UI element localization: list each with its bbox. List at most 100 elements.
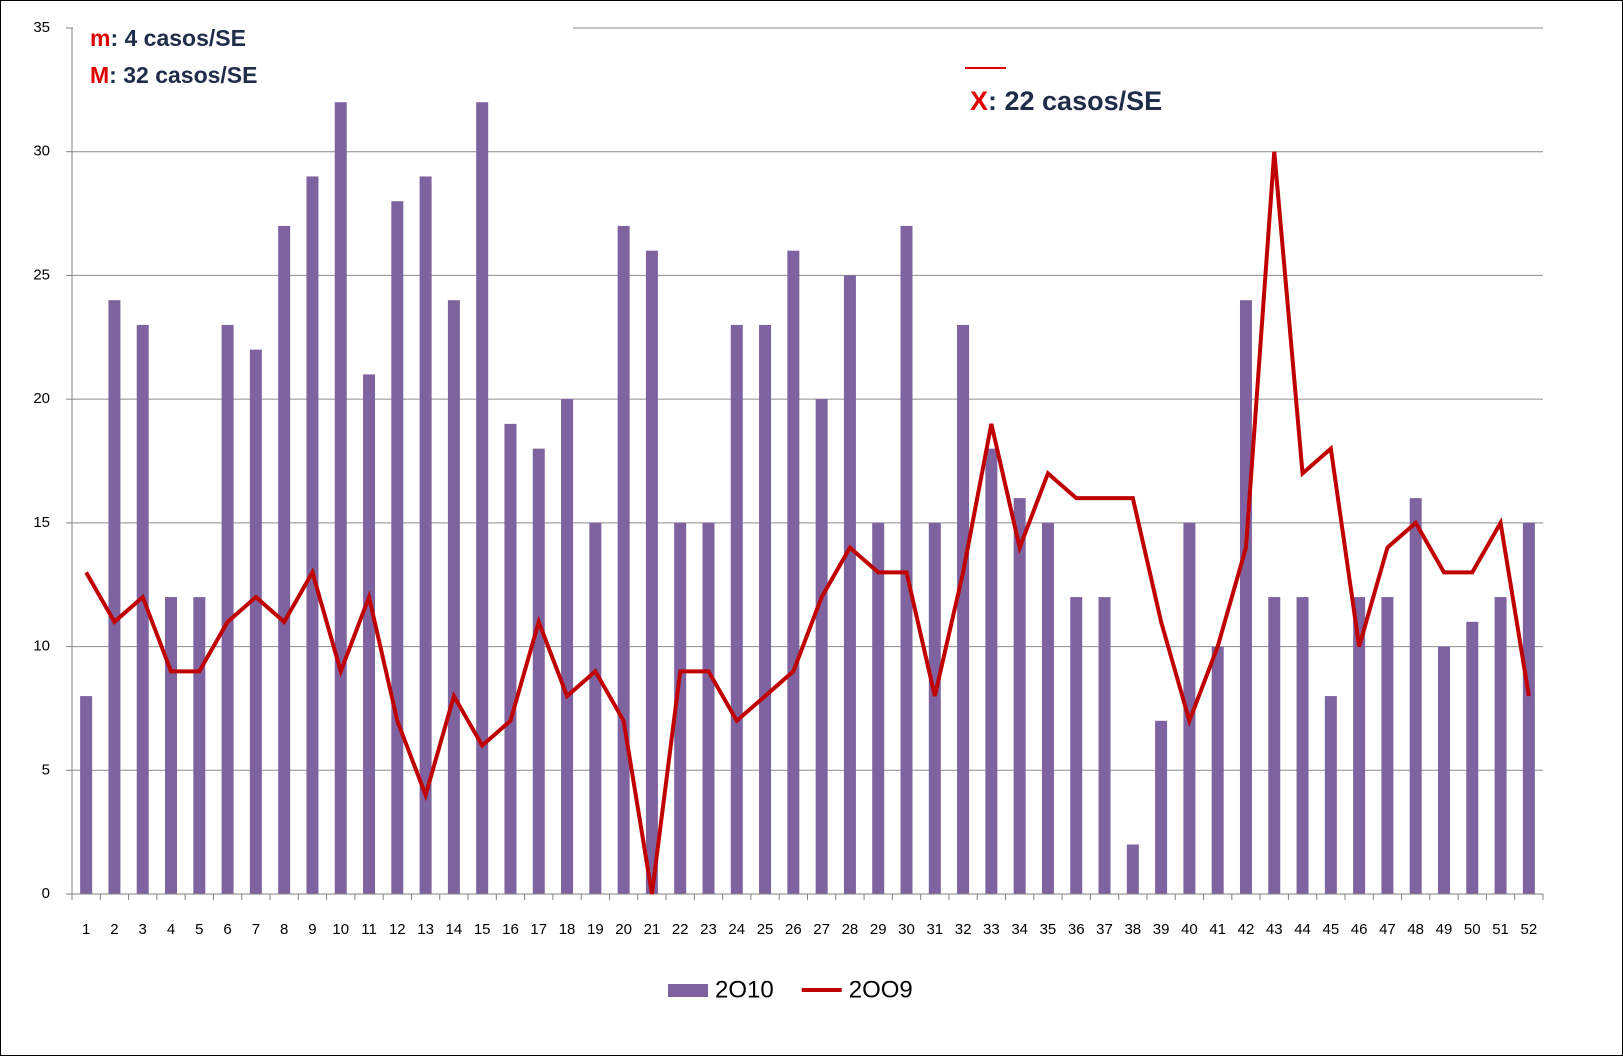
x-tick-label: 7 bbox=[252, 921, 260, 938]
bar bbox=[985, 448, 998, 894]
y-tick-label: 30 bbox=[33, 143, 50, 160]
annotation-box bbox=[73, 20, 573, 102]
legend-label: 2OO9 bbox=[849, 976, 913, 1003]
bar bbox=[1522, 522, 1535, 894]
bar bbox=[1409, 498, 1422, 894]
annotation-symbol: m bbox=[90, 25, 110, 51]
x-tick-label: 16 bbox=[502, 921, 519, 938]
x-tick-label: 31 bbox=[926, 921, 943, 938]
x-tick-label: 46 bbox=[1351, 921, 1368, 938]
bar bbox=[1466, 621, 1479, 894]
bar bbox=[136, 324, 149, 894]
x-tick-label: 2 bbox=[110, 921, 118, 938]
bar bbox=[843, 275, 856, 894]
x-tick-label: 41 bbox=[1209, 921, 1226, 938]
bar bbox=[165, 597, 178, 894]
x-tick-label: 12 bbox=[389, 921, 406, 938]
y-tick-label: 35 bbox=[33, 19, 50, 36]
bar bbox=[419, 176, 432, 894]
x-tick-label: 5 bbox=[195, 921, 203, 938]
bar bbox=[1070, 597, 1083, 894]
bar bbox=[306, 176, 319, 894]
bar bbox=[221, 324, 234, 894]
bar bbox=[1126, 844, 1139, 894]
bar bbox=[447, 300, 460, 895]
x-tick-label: 33 bbox=[983, 921, 1000, 938]
x-tick-label: 10 bbox=[332, 921, 349, 938]
bar bbox=[108, 300, 121, 895]
bar bbox=[532, 448, 545, 894]
x-tick-label: 17 bbox=[530, 921, 547, 938]
y-tick-label: 10 bbox=[33, 638, 50, 655]
annotation: X: 22 casos/SE bbox=[970, 86, 1162, 116]
bar bbox=[391, 201, 404, 894]
y-tick-label: 0 bbox=[42, 885, 50, 902]
bar bbox=[1013, 498, 1026, 894]
bar bbox=[1211, 646, 1224, 894]
x-tick-label: 26 bbox=[785, 921, 802, 938]
x-tick-label: 23 bbox=[700, 921, 717, 938]
line bbox=[84, 151, 1531, 895]
annotation-text: : 4 casos/SE bbox=[110, 25, 246, 51]
bar bbox=[674, 522, 687, 894]
legend-swatch bbox=[668, 984, 708, 997]
bar bbox=[193, 597, 206, 894]
x-tick-label: 47 bbox=[1379, 921, 1396, 938]
legend-label: 2O10 bbox=[715, 976, 774, 1003]
x-tick-label: 48 bbox=[1407, 921, 1424, 938]
x-tick-label: 27 bbox=[813, 921, 830, 938]
bar bbox=[504, 423, 517, 894]
bar bbox=[759, 324, 772, 894]
x-tick-label: 39 bbox=[1153, 921, 1170, 938]
bar bbox=[1183, 522, 1196, 894]
x-tick-label: 28 bbox=[842, 921, 859, 938]
y-tick-label: 25 bbox=[33, 266, 50, 283]
bar bbox=[249, 349, 262, 895]
bar bbox=[363, 374, 376, 894]
x-tick-label: 11 bbox=[361, 921, 377, 938]
annotation-text: : 32 casos/SE bbox=[109, 62, 257, 88]
bar bbox=[787, 250, 800, 894]
x-tick-label: 32 bbox=[955, 921, 972, 938]
bar bbox=[1437, 646, 1450, 894]
x-tick-label: 24 bbox=[728, 921, 745, 938]
bar bbox=[80, 696, 93, 894]
x-tick-label: 1 bbox=[82, 921, 90, 938]
annotation-symbol: X bbox=[970, 86, 988, 116]
x-tick-label: 13 bbox=[417, 921, 434, 938]
bar bbox=[1494, 597, 1507, 894]
bar bbox=[1239, 300, 1252, 895]
x-tick-label: 50 bbox=[1464, 921, 1481, 938]
bar bbox=[1353, 597, 1366, 894]
bar bbox=[815, 399, 828, 894]
x-tick-label: 51 bbox=[1492, 921, 1509, 938]
x-tick-label: 34 bbox=[1011, 921, 1028, 938]
x-tick-label: 14 bbox=[446, 921, 463, 938]
x-tick-label: 52 bbox=[1521, 921, 1538, 938]
x-tick-label: 42 bbox=[1238, 921, 1255, 938]
bar bbox=[1041, 522, 1054, 894]
y-tick-label: 15 bbox=[33, 514, 50, 531]
bar bbox=[589, 522, 602, 894]
x-tick-label: 3 bbox=[139, 921, 147, 938]
y-tick-label: 5 bbox=[42, 761, 50, 778]
x-tick-label: 37 bbox=[1096, 921, 1113, 938]
bar bbox=[617, 225, 630, 894]
x-tick-label: 6 bbox=[223, 921, 231, 938]
bar bbox=[900, 225, 913, 894]
bar bbox=[1324, 696, 1337, 894]
legend: 2O10 2OO9 bbox=[668, 976, 913, 1003]
x-tick-label: 44 bbox=[1294, 921, 1311, 938]
x-tick-label: 18 bbox=[559, 921, 576, 938]
bar bbox=[334, 102, 347, 894]
bar bbox=[1296, 597, 1309, 894]
bar bbox=[702, 522, 715, 894]
x-tick-label: 25 bbox=[757, 921, 774, 938]
x-tick-label: 9 bbox=[308, 921, 316, 938]
x-tick-label: 45 bbox=[1322, 921, 1339, 938]
y-tick-label: 20 bbox=[33, 390, 50, 407]
x-tick-label: 49 bbox=[1436, 921, 1453, 938]
